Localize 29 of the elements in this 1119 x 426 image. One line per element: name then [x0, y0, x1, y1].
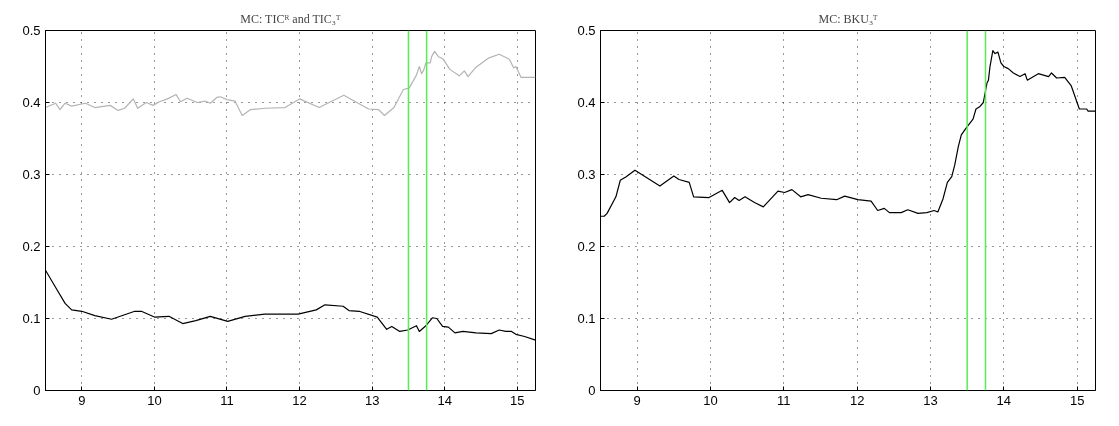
x-tick-label: 12 [292, 392, 307, 408]
y-tick-label: 0.2 [22, 239, 41, 254]
x-tick-label: 12 [849, 392, 865, 408]
x-tick-label: 11 [220, 392, 234, 408]
y-tick-label: 0.2 [577, 239, 596, 254]
x-tick-label: 11 [777, 392, 791, 408]
x-tick-label: 13 [923, 392, 938, 408]
y-tick-label: 0.1 [22, 311, 41, 326]
y-tick-label: 0 [33, 383, 41, 398]
y-tick-label: 0.4 [22, 95, 41, 110]
x-tick-label: 10 [147, 392, 162, 408]
y-tick-label: 0.3 [22, 167, 41, 182]
y-tick-label: 0.5 [22, 23, 41, 38]
x-tick-label: 14 [437, 392, 452, 408]
x-tick-label: 15 [1069, 392, 1085, 408]
x-tick-label: 14 [996, 392, 1012, 408]
chart-title: MC: TICᴿ and TIC₃ᵀ [240, 11, 341, 26]
x-tick-label: 9 [78, 392, 86, 408]
x-tick-label: 9 [633, 392, 641, 408]
line-series [45, 50, 536, 117]
x-tick-label: 13 [364, 392, 380, 408]
x-tick-label: 10 [703, 392, 718, 408]
y-tick-label: 0.3 [577, 167, 596, 182]
y-tick-label: 0.5 [577, 23, 596, 38]
y-tick-label: 0.4 [577, 95, 596, 110]
y-tick-label: 0 [588, 383, 596, 398]
x-tick-label: 15 [510, 392, 525, 408]
chart-title: MC: BKU₃ᵀ [818, 11, 879, 26]
y-tick-label: 0.1 [577, 311, 596, 326]
